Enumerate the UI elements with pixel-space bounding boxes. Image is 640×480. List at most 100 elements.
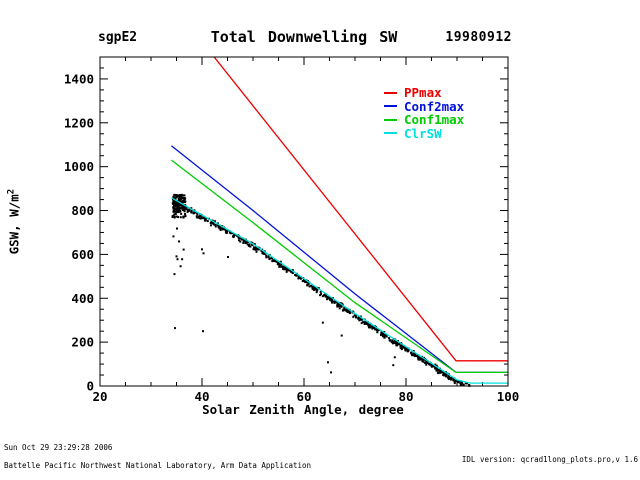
- scatter-point: [299, 277, 302, 280]
- scatter-point: [176, 227, 179, 230]
- scatter-point: [342, 308, 345, 311]
- scatter-point: [246, 240, 249, 243]
- scatter-point: [376, 328, 379, 331]
- legend-label: Conf1max: [404, 112, 465, 128]
- scatter-point: [346, 308, 349, 311]
- scatter-point: [185, 206, 188, 209]
- scatter-point: [340, 334, 343, 337]
- scatter-point: [267, 255, 270, 258]
- scatter-point: [330, 299, 333, 302]
- scatter-point: [173, 327, 176, 330]
- scatter-point: [206, 220, 209, 223]
- scatter-point: [231, 231, 234, 234]
- scatter-point: [321, 295, 324, 298]
- scatter-point: [450, 376, 453, 379]
- scatter-point: [316, 289, 319, 292]
- scatter-point: [325, 298, 328, 301]
- scatter-point: [440, 371, 443, 374]
- scatter-point: [180, 207, 183, 210]
- scatter-point: [407, 348, 410, 351]
- scatter-point: [209, 224, 212, 227]
- scatter-point: [249, 245, 252, 248]
- scatter-point: [247, 243, 250, 246]
- scatter-point: [327, 297, 330, 300]
- scatter-point: [184, 213, 187, 216]
- scatter-point: [181, 200, 184, 203]
- scatter-point: [174, 194, 177, 197]
- scatter-point: [425, 363, 428, 366]
- scatter-point: [330, 298, 333, 301]
- scatter-point: [179, 202, 182, 205]
- scatter-point: [228, 231, 231, 234]
- scatter-point: [176, 194, 179, 197]
- scatter-point: [242, 241, 245, 244]
- x-tick-label: 80: [398, 389, 413, 404]
- scatter-point: [458, 380, 461, 383]
- scatter-point: [450, 378, 453, 381]
- scatter-point: [390, 341, 393, 344]
- scatter-point: [413, 354, 416, 357]
- scatter-point: [459, 383, 462, 386]
- scatter-point: [452, 379, 455, 382]
- page-title: Total Downwelling SW: [210, 28, 398, 46]
- scatter-point: [247, 244, 250, 247]
- scatter-point: [438, 370, 441, 373]
- scatter-point: [278, 265, 281, 268]
- scatter-point: [398, 343, 401, 346]
- scatter-point: [243, 239, 246, 242]
- y-tick-label: 600: [71, 247, 94, 262]
- scatter-point: [173, 216, 176, 219]
- scatter-point: [268, 258, 271, 261]
- legend-item-clrsw: ClrSW: [384, 127, 464, 141]
- scatter-point: [225, 231, 228, 234]
- scatter-point: [368, 326, 371, 329]
- scatter-point: [462, 384, 465, 387]
- scatter-point: [436, 367, 439, 370]
- scatter-point: [233, 234, 236, 237]
- scatter-point: [315, 291, 318, 294]
- scatter-point: [312, 285, 315, 288]
- y-axis-label-superscript: 2: [6, 188, 17, 195]
- scatter-point: [422, 358, 425, 361]
- scatter-point: [173, 200, 176, 203]
- scatter-point: [404, 347, 407, 350]
- scatter-point: [336, 305, 339, 308]
- scatter-point: [467, 384, 470, 387]
- scatter-point: [173, 193, 176, 196]
- scatter-point: [220, 227, 223, 230]
- scatter-point: [307, 283, 310, 286]
- scatter-point: [183, 196, 186, 199]
- scatter-point: [314, 288, 317, 291]
- scatter-point: [202, 330, 205, 333]
- scatter-point: [294, 274, 297, 277]
- scatter-point: [265, 256, 268, 259]
- scatter-point: [202, 252, 205, 255]
- scatter-point: [178, 198, 181, 201]
- scatter-point: [381, 335, 384, 338]
- scatter-point: [379, 333, 382, 336]
- scatter-point: [198, 215, 201, 218]
- scatter-point: [404, 349, 407, 352]
- scatter-point: [176, 258, 179, 261]
- scatter-point: [417, 357, 420, 360]
- scatter-point: [383, 336, 386, 339]
- scatter-point: [306, 284, 309, 287]
- scatter-point: [352, 315, 355, 318]
- scatter-point: [275, 260, 278, 263]
- scatter-point: [391, 342, 394, 345]
- scatter-point: [339, 304, 342, 307]
- scatter-point: [359, 315, 362, 318]
- scatter-point: [172, 210, 175, 213]
- scatter-point: [175, 210, 178, 213]
- scatter-point: [324, 295, 327, 298]
- scatter-point: [176, 208, 179, 211]
- scatter-point: [331, 301, 334, 304]
- scatter-point: [313, 286, 316, 289]
- scatter-point: [173, 203, 176, 206]
- scatter-point: [442, 371, 445, 374]
- scatter-point: [214, 225, 217, 228]
- scatter-point: [425, 361, 428, 364]
- series-line-clrsw: [171, 197, 508, 384]
- scatter-point: [449, 377, 452, 380]
